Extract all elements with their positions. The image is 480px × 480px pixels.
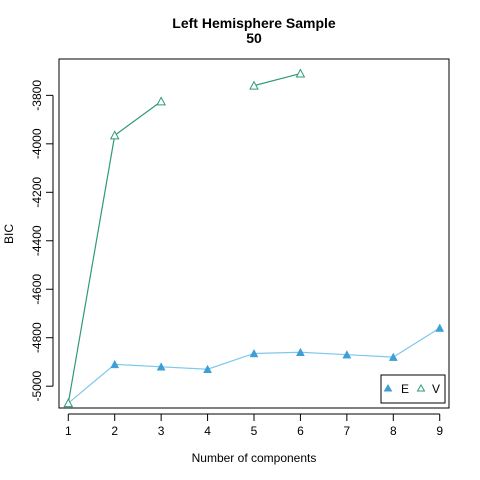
x-axis-label: Number of components <box>192 451 317 465</box>
x-tick-label: 7 <box>344 424 351 438</box>
legend-box <box>380 374 446 404</box>
y-tick-label: -4400 <box>30 225 44 256</box>
y-tick-label: -4000 <box>30 128 44 159</box>
series-e-point <box>249 348 259 358</box>
series-e-point <box>296 347 305 357</box>
legend-marker-v <box>416 384 426 392</box>
x-tick-label: 1 <box>65 424 72 438</box>
y-axis-label: BIC <box>2 224 16 244</box>
x-tick-label: 3 <box>158 424 165 438</box>
x-tick-label: 8 <box>390 424 397 438</box>
series-v-line <box>253 72 301 87</box>
legend: E V <box>380 374 446 404</box>
chart-title: Left Hemisphere Sample <box>172 15 336 31</box>
series-e-point <box>203 364 212 373</box>
series-e-point <box>156 362 166 371</box>
x-tick-label: 5 <box>251 424 258 438</box>
y-axis: -5000 -4800 -4600 -4400 -4200 -4000 -3800 <box>30 80 54 402</box>
legend-label-v: V <box>432 382 440 396</box>
y-tick-label: -4800 <box>30 322 44 353</box>
series-e-point <box>388 352 398 361</box>
series-v-point <box>249 80 259 90</box>
series-e-point <box>110 359 120 369</box>
y-tick-label: -5000 <box>30 371 44 402</box>
series-e-point <box>342 350 352 359</box>
x-tick-label: 2 <box>111 424 118 438</box>
x-tick-label: 9 <box>436 424 443 438</box>
series-v-point <box>63 398 74 408</box>
plot-frame <box>58 58 450 409</box>
y-tick-label: -3800 <box>30 80 44 111</box>
chart-subtitle: 50 <box>246 30 262 46</box>
series-e-point <box>435 323 445 332</box>
x-tick-label: 6 <box>297 424 304 438</box>
legend-label-e: E <box>401 382 409 396</box>
series-v-point <box>156 96 166 106</box>
series-v-line <box>67 100 162 404</box>
y-tick-label: -4600 <box>30 274 44 305</box>
x-tick-label: 4 <box>204 424 211 438</box>
series-v-point <box>109 130 120 140</box>
y-tick-label: -4200 <box>30 177 44 208</box>
x-axis: 1 2 3 4 5 6 7 8 9 <box>65 413 443 438</box>
series-v-point <box>295 68 306 78</box>
legend-marker-e <box>383 384 393 392</box>
series-markers <box>63 68 445 408</box>
